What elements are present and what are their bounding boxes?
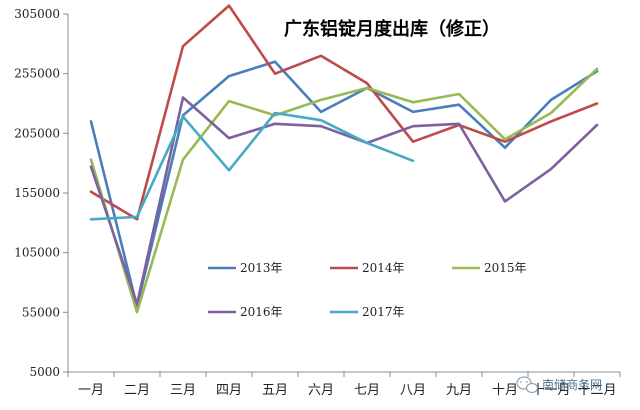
x-tick-label: 十一月 (531, 383, 570, 398)
chart-title: 广东铝锭月度出库（修正） (284, 18, 500, 40)
watermark: 南储商务网 (516, 376, 602, 394)
y-axis-ticks: 5000 55000 105000 155000 205000 255000 305000 (14, 7, 68, 379)
x-tick-label: 九月 (446, 383, 472, 398)
x-axis-ticks: 一月 二月 三月 四月 五月 六月 七月 八月 九月 十月 十一月 十二月 (67, 372, 621, 398)
x-tick-label: 十二月 (577, 383, 616, 398)
wechat-icon (516, 376, 539, 394)
legend-label: 2017年 (362, 305, 405, 319)
series-line-2017年 (89, 111, 415, 221)
y-tick-label: 105000 (14, 246, 60, 260)
x-tick-label: 七月 (354, 383, 380, 398)
legend-item: 2015年 (452, 261, 527, 275)
x-tick-label: 二月 (124, 383, 150, 398)
legend-item: 2016年 (208, 305, 283, 319)
x-tick-label: 三月 (170, 383, 196, 398)
x-tick-label: 六月 (308, 383, 334, 398)
legend-item: 2014年 (330, 261, 405, 275)
y-tick-label: 5000 (29, 365, 60, 379)
legend-item: 2017年 (330, 305, 405, 319)
legend-label: 2014年 (362, 261, 405, 275)
y-tick-label: 55000 (22, 305, 60, 319)
y-tick-label: 255000 (14, 67, 60, 81)
legend-label: 2015年 (484, 261, 527, 275)
legend-label: 2013年 (240, 261, 283, 275)
y-tick-label: 155000 (14, 186, 60, 200)
watermark-text: 南储商务网 (542, 377, 602, 392)
x-tick-label: 十月 (492, 383, 518, 398)
x-tick-label: 五月 (262, 383, 288, 398)
y-tick-label: 205000 (14, 126, 60, 140)
legend: 2013年 2014年 2015年 2016年 2017年 (208, 261, 527, 319)
x-tick-label: 四月 (216, 383, 242, 398)
y-tick-label: 305000 (14, 7, 60, 21)
series-lines (89, 4, 599, 314)
legend-item: 2013年 (208, 261, 283, 275)
series-line-2015年 (89, 67, 599, 314)
x-tick-label: 八月 (400, 383, 426, 398)
x-tick-label: 一月 (78, 383, 104, 398)
legend-label: 2016年 (240, 305, 283, 319)
series-line-2014年 (89, 4, 599, 221)
